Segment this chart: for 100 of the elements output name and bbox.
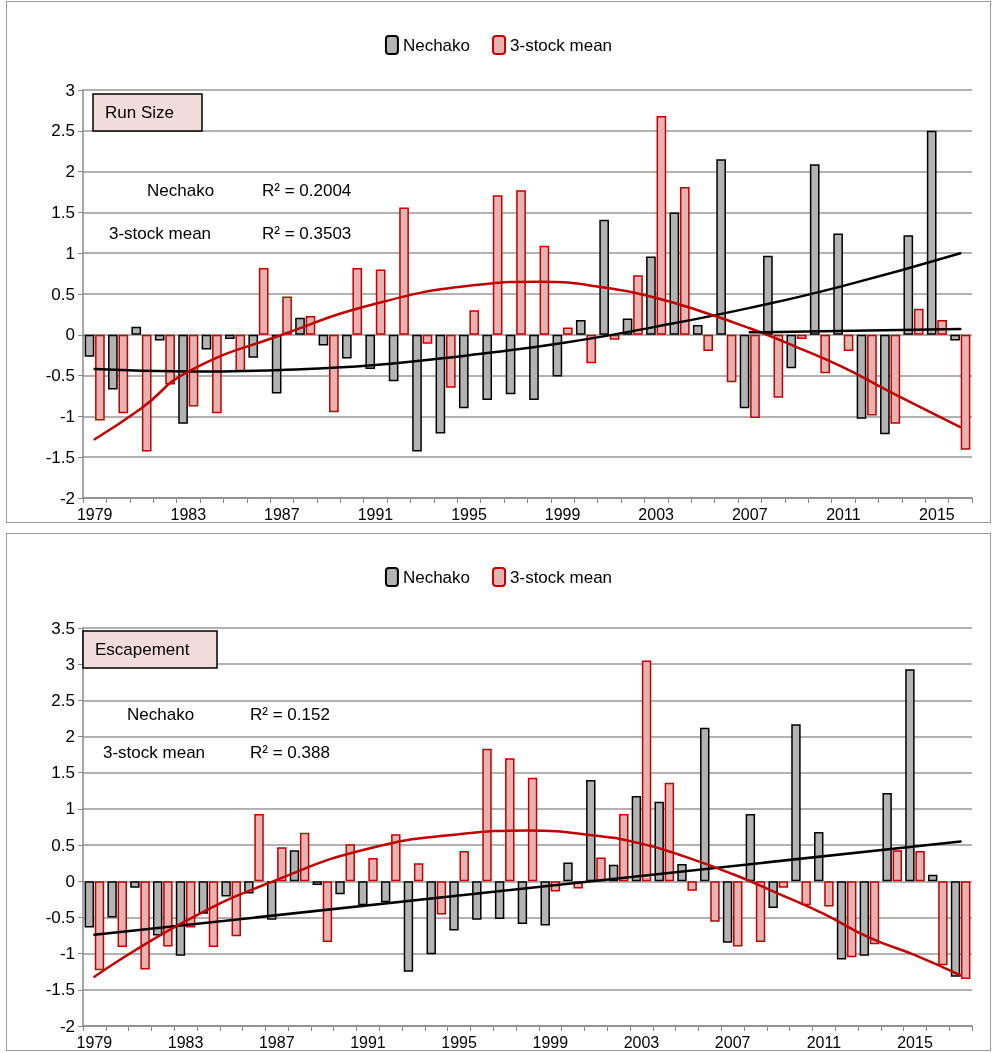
bar	[163, 881, 173, 947]
bar	[322, 881, 333, 943]
bar	[773, 334, 784, 398]
bar	[892, 850, 903, 882]
x-tick-label: 1987	[264, 505, 300, 523]
y-tick-label: -1	[59, 406, 75, 426]
bar	[517, 881, 528, 924]
bar	[107, 881, 117, 918]
bar	[880, 334, 890, 435]
annotation: R² = 0.152	[250, 705, 330, 724]
annotation: 3-stock mean	[109, 224, 212, 243]
bar	[299, 832, 310, 882]
bar	[703, 334, 714, 352]
bar	[836, 881, 847, 960]
bar	[915, 850, 925, 882]
bar	[843, 334, 854, 352]
bar	[84, 334, 95, 357]
bar	[277, 847, 287, 882]
x-tick-label: 1999	[544, 505, 581, 523]
bar	[165, 334, 175, 385]
bar	[436, 881, 447, 915]
bar	[449, 881, 459, 931]
bar	[118, 334, 129, 414]
x-tick-label: 2007	[714, 1033, 751, 1051]
bar	[312, 881, 322, 885]
y-tick-label: 3.5	[51, 618, 75, 638]
annotation: Nechako	[127, 705, 195, 724]
y-tick-label: 0	[65, 871, 75, 891]
legend-label: Nechako	[402, 567, 471, 587]
bar	[413, 863, 424, 882]
y-tick-label: 3	[65, 80, 75, 100]
x-tick-label: 1987	[258, 1033, 295, 1051]
bar	[824, 881, 834, 907]
y-tick-label: -2	[59, 1016, 75, 1036]
bar	[928, 874, 938, 882]
bar	[472, 881, 482, 920]
bar	[130, 881, 140, 888]
bar	[796, 334, 807, 339]
bar	[282, 296, 292, 335]
bar	[646, 256, 656, 335]
x-tick-label: 1979	[76, 505, 113, 523]
y-tick-label: 2	[65, 162, 75, 182]
bar	[469, 310, 480, 335]
legend-label: 3-stock mean	[510, 35, 613, 55]
y-tick-label: 1	[65, 243, 75, 263]
y-tick-label: -2	[59, 488, 75, 508]
bar	[687, 881, 697, 891]
legend-label: 3-stock mean	[510, 567, 613, 587]
bar	[890, 334, 901, 424]
bar	[131, 326, 142, 335]
bar	[459, 850, 469, 882]
y-tick-label: -1	[59, 944, 75, 964]
bar	[140, 881, 150, 970]
bar	[786, 334, 797, 369]
annotation: R² = 0.2004	[262, 181, 352, 200]
bar	[154, 334, 165, 341]
y-tick-label: -1.5	[45, 447, 75, 467]
x-tick-label: 1991	[350, 1033, 386, 1051]
y-tick-label: 1	[65, 799, 75, 819]
x-tick-label: 1991	[357, 505, 394, 523]
y-tick-label: 2.5	[51, 121, 75, 141]
bar	[859, 881, 870, 956]
x-tick-label: 1983	[167, 1033, 204, 1051]
bar	[596, 857, 606, 882]
x-tick-label: 1979	[76, 1033, 113, 1051]
bar	[710, 881, 720, 922]
y-tick-label: 1.5	[51, 202, 75, 222]
bar	[117, 881, 127, 948]
bar	[254, 813, 264, 882]
bar	[365, 334, 376, 370]
bar	[335, 881, 345, 895]
x-tick-label: 2015	[897, 1033, 933, 1051]
bar	[221, 881, 231, 897]
bar	[358, 881, 368, 906]
bar	[380, 881, 391, 903]
bar	[726, 334, 737, 383]
y-tick-label: 0.5	[51, 835, 75, 855]
x-tick-label: 1983	[170, 505, 207, 523]
bar	[938, 881, 948, 966]
bar	[750, 334, 760, 419]
annotation: 3-stock mean	[103, 743, 206, 762]
bar	[847, 881, 857, 958]
x-tick-label: 2015	[919, 505, 955, 523]
x-tick-label: 2011	[806, 1033, 842, 1051]
y-tick-label: -0.5	[45, 907, 75, 927]
bar	[801, 881, 811, 906]
legend-label: Nechako	[402, 35, 471, 55]
x-tick-label: 1999	[532, 1033, 569, 1051]
x-tick-label: 1995	[441, 1033, 478, 1051]
y-tick-label: -0.5	[45, 366, 75, 386]
bar	[258, 267, 269, 335]
bar	[950, 334, 960, 341]
bar	[391, 834, 401, 882]
x-tick-label: 2003	[638, 505, 675, 523]
bar	[856, 334, 867, 419]
bar	[575, 320, 586, 335]
bar	[341, 334, 352, 359]
bar	[345, 844, 355, 882]
bar	[820, 334, 830, 374]
x-tick-label: 2003	[623, 1033, 660, 1051]
